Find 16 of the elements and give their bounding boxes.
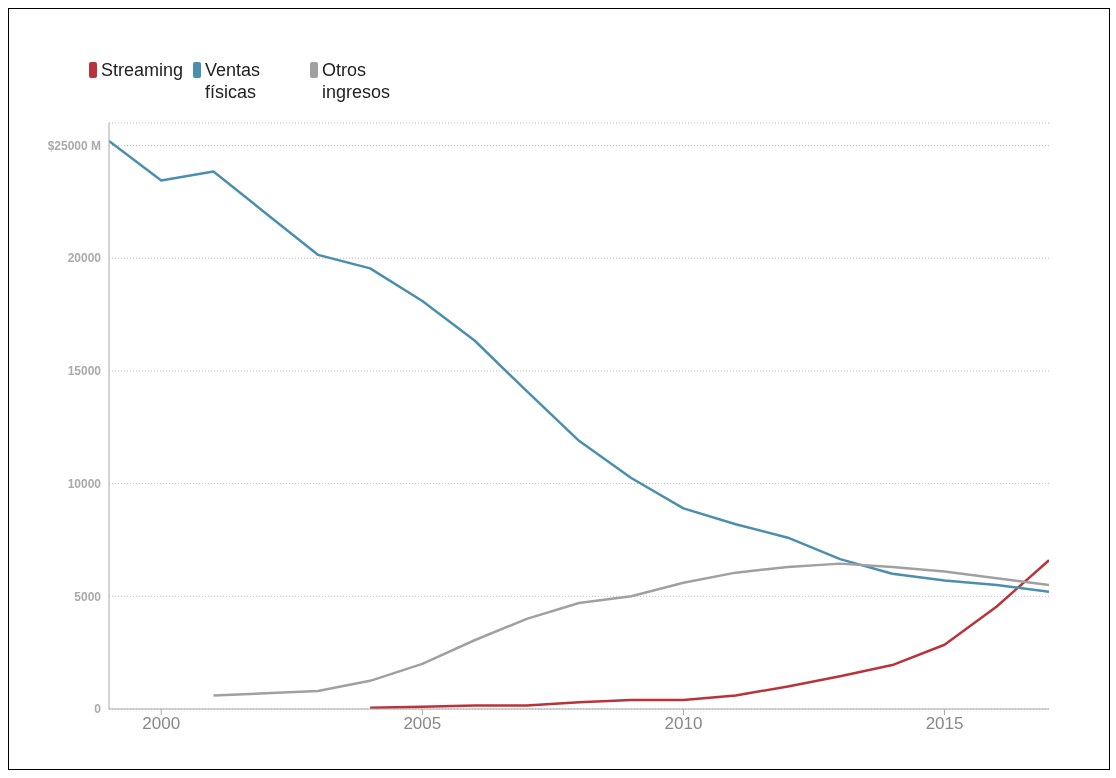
- line-series: [109, 139, 1049, 594]
- x-tick-label: 2015: [925, 714, 964, 734]
- y-tick-label: $25000 M: [47, 138, 101, 153]
- line-series: [368, 559, 1049, 709]
- legend-label: Otros ingresos: [322, 59, 392, 103]
- y-tick-label: 0: [94, 702, 102, 717]
- x-tick-label: 2005: [403, 714, 442, 734]
- y-tick-label: 15000: [67, 364, 102, 379]
- legend-label: Ventas físicas: [205, 59, 262, 103]
- y-tick-label: 10000: [67, 476, 102, 491]
- line-series: [212, 562, 1049, 697]
- x-tick-label: 2010: [664, 714, 703, 734]
- legend-label: Streaming: [101, 59, 184, 81]
- y-tick-label: 5000: [74, 589, 102, 604]
- y-tick-label: 20000: [67, 251, 102, 266]
- x-tick-label: 2000: [142, 714, 181, 734]
